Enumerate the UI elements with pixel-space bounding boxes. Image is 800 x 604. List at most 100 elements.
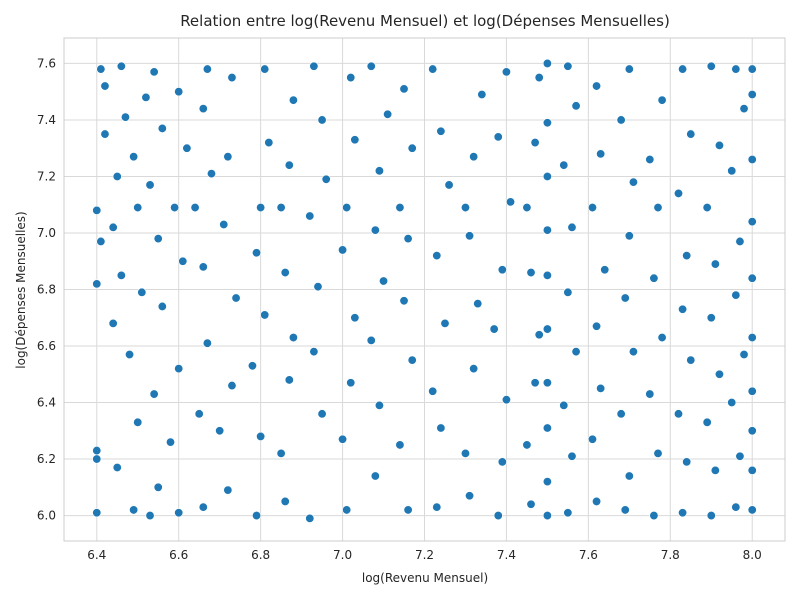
data-point bbox=[477, 90, 487, 100]
x-tick-label: 6.6 bbox=[169, 548, 188, 562]
data-point bbox=[432, 251, 442, 261]
data-point bbox=[374, 166, 384, 176]
chart-title: Relation entre log(Revenu Mensuel) et lo… bbox=[180, 12, 670, 30]
data-point bbox=[260, 310, 270, 320]
x-tick-label: 7.4 bbox=[497, 548, 516, 562]
data-point bbox=[305, 513, 315, 523]
data-point bbox=[678, 304, 688, 314]
data-point bbox=[280, 268, 290, 278]
data-point bbox=[198, 502, 208, 512]
data-point bbox=[256, 203, 266, 213]
data-point bbox=[366, 335, 376, 345]
data-point bbox=[288, 333, 298, 343]
data-point bbox=[739, 349, 749, 359]
data-point bbox=[444, 180, 454, 190]
data-point bbox=[493, 511, 503, 521]
data-point bbox=[706, 61, 716, 71]
data-point bbox=[153, 482, 163, 492]
data-point bbox=[264, 138, 274, 148]
data-point bbox=[747, 217, 757, 227]
data-point bbox=[92, 205, 102, 215]
data-point bbox=[342, 505, 352, 515]
data-point bbox=[374, 400, 384, 410]
data-point bbox=[469, 364, 479, 374]
data-point bbox=[686, 355, 696, 365]
data-point bbox=[317, 115, 327, 125]
data-point bbox=[198, 104, 208, 114]
data-point bbox=[108, 318, 118, 328]
data-point bbox=[469, 152, 479, 162]
data-point bbox=[645, 155, 655, 165]
data-point bbox=[100, 129, 110, 139]
data-point bbox=[305, 211, 315, 221]
data-point bbox=[473, 299, 483, 309]
data-point bbox=[202, 338, 212, 348]
data-point bbox=[284, 160, 294, 170]
data-point bbox=[194, 409, 204, 419]
data-point bbox=[506, 197, 516, 207]
data-point bbox=[596, 149, 606, 159]
data-point bbox=[395, 203, 405, 213]
data-point bbox=[624, 471, 634, 481]
data-point bbox=[133, 203, 143, 213]
y-tick-label: 7.4 bbox=[37, 113, 56, 127]
data-point bbox=[96, 64, 106, 74]
data-point bbox=[567, 451, 577, 461]
data-point bbox=[227, 381, 237, 391]
data-point bbox=[206, 169, 216, 179]
data-point bbox=[735, 236, 745, 246]
data-point bbox=[563, 508, 573, 518]
data-point bbox=[542, 378, 552, 388]
data-point bbox=[157, 123, 167, 133]
data-point bbox=[215, 426, 225, 436]
data-point bbox=[436, 126, 446, 136]
data-point bbox=[559, 160, 569, 170]
grid bbox=[63, 37, 786, 542]
data-point bbox=[497, 265, 507, 275]
data-point bbox=[628, 177, 638, 187]
data-point bbox=[702, 417, 712, 427]
data-point bbox=[370, 471, 380, 481]
tick-labels: 6.4 6.6 6.8 7.0 7.2 7.4 7.6 7.8 8.0 6.0 6.2 6.4 6.6 6… bbox=[37, 56, 762, 562]
data-point bbox=[653, 203, 663, 213]
data-point bbox=[542, 324, 552, 334]
data-point bbox=[116, 270, 126, 280]
data-point bbox=[678, 64, 688, 74]
data-point bbox=[657, 95, 667, 105]
data-point bbox=[116, 61, 126, 71]
data-point bbox=[252, 248, 262, 258]
data-point bbox=[198, 262, 208, 272]
y-tick-label: 6.6 bbox=[37, 339, 56, 353]
data-point bbox=[534, 73, 544, 83]
data-point bbox=[542, 511, 552, 521]
data-point bbox=[702, 203, 712, 213]
data-point bbox=[288, 95, 298, 105]
data-point bbox=[747, 155, 757, 165]
data-point bbox=[526, 499, 536, 509]
data-point bbox=[399, 84, 409, 94]
data-point bbox=[567, 222, 577, 232]
data-point bbox=[284, 375, 294, 385]
x-axis-label: log(Revenu Mensuel) bbox=[362, 571, 488, 585]
data-point bbox=[563, 287, 573, 297]
data-point bbox=[280, 496, 290, 506]
data-point bbox=[92, 454, 102, 464]
data-point bbox=[190, 203, 200, 213]
data-point bbox=[174, 87, 184, 97]
data-point bbox=[465, 491, 475, 501]
data-point bbox=[96, 236, 106, 246]
data-point bbox=[252, 511, 262, 521]
y-tick-label: 6.8 bbox=[37, 283, 56, 297]
data-point bbox=[260, 64, 270, 74]
data-point bbox=[731, 290, 741, 300]
data-point bbox=[727, 398, 737, 408]
data-point bbox=[731, 64, 741, 74]
data-point bbox=[735, 451, 745, 461]
data-point bbox=[100, 81, 110, 91]
data-points bbox=[92, 58, 757, 523]
data-point bbox=[346, 73, 356, 83]
data-point bbox=[178, 256, 188, 266]
data-point bbox=[395, 440, 405, 450]
data-point bbox=[129, 505, 139, 515]
data-point bbox=[350, 135, 360, 145]
